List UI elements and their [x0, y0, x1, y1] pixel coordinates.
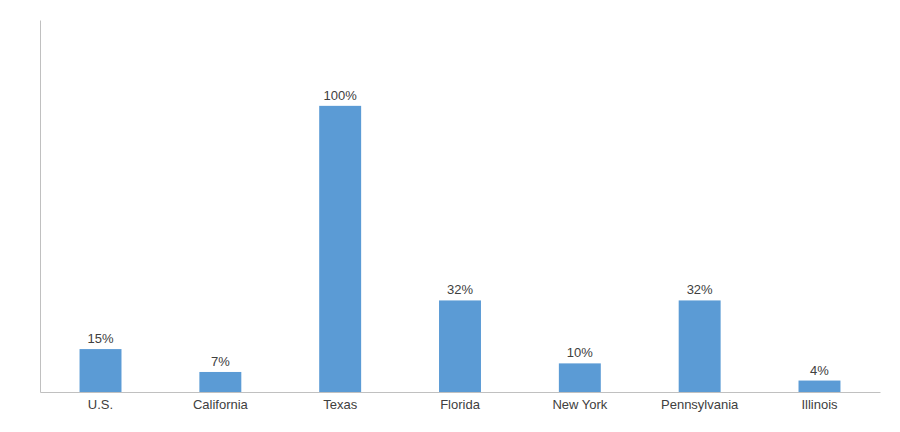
data-label: 15% — [87, 331, 113, 346]
data-label: 32% — [447, 282, 473, 297]
x-axis-line — [41, 392, 881, 393]
x-tick-label: Illinois — [801, 397, 838, 412]
data-label: 32% — [687, 282, 713, 297]
x-tick: Pennsylvania — [661, 397, 739, 412]
bars — [80, 106, 841, 392]
data-label: 7% — [211, 354, 230, 369]
x-tick-label: U.S. — [88, 397, 113, 412]
bar — [559, 363, 601, 392]
data-labels: 15% 7% 100% 32% 10% 32% 4% — [87, 88, 829, 378]
bar — [679, 300, 721, 392]
data-label: 4% — [810, 363, 829, 378]
x-tick-label: California — [193, 397, 249, 412]
y-axis — [40, 21, 41, 393]
x-tick: New York — [552, 397, 607, 412]
plot-area: U.S. California Texas Florida New York Pennsy… — [41, 21, 881, 413]
bar — [80, 349, 122, 392]
bar — [799, 381, 841, 392]
bar — [319, 106, 361, 392]
x-tick-label: Florida — [440, 397, 481, 412]
x-tick: Florida — [440, 397, 481, 412]
x-tick: California — [193, 397, 249, 412]
y-axis-line — [40, 21, 41, 393]
x-tick-label: New York — [552, 397, 607, 412]
x-tick: U.S. — [88, 397, 113, 412]
data-label: 10% — [567, 345, 593, 360]
bar — [439, 300, 481, 392]
x-tick-label: Texas — [323, 397, 357, 412]
x-axis: U.S. California Texas Florida New York Pennsy… — [41, 393, 881, 413]
data-label: 100% — [324, 88, 358, 103]
bar — [199, 372, 241, 392]
x-tick-label: Pennsylvania — [661, 397, 739, 412]
x-tick: Texas — [323, 397, 357, 412]
chart: U.S. California Texas Florida New York Pennsy… — [0, 0, 900, 432]
x-tick: Illinois — [801, 397, 838, 412]
